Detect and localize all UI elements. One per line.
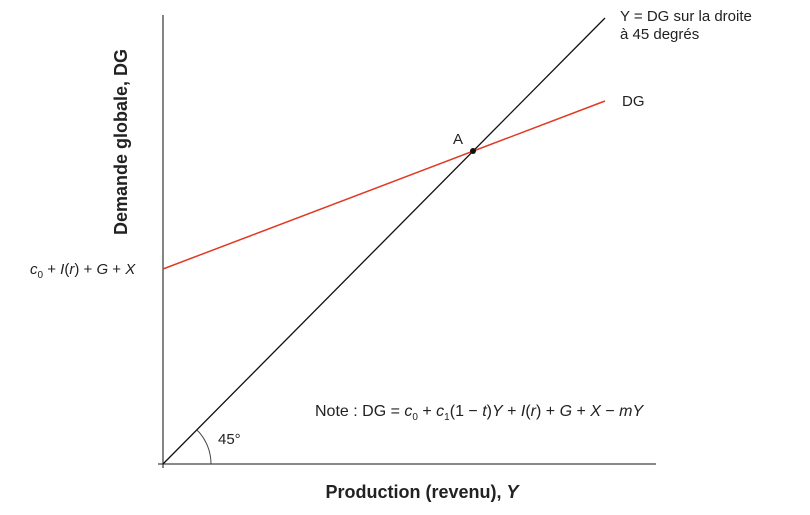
text-part: ( xyxy=(525,403,531,420)
text-part: r xyxy=(531,403,537,420)
text-part: ) + xyxy=(74,261,96,278)
text-part: t xyxy=(482,403,487,420)
text-part: 0 xyxy=(412,412,418,423)
y-axis-title: Demande globale, DG xyxy=(111,49,131,235)
point-a xyxy=(470,148,476,154)
text-part: + xyxy=(418,403,436,420)
line-45-label: à 45 degrés xyxy=(620,26,699,43)
intercept-label: c0 + I(r) + G + X xyxy=(30,261,136,281)
text-part: Note : DG = xyxy=(315,403,404,420)
line-45 xyxy=(162,17,606,465)
text-part: Y xyxy=(492,403,504,420)
text-part: G xyxy=(560,403,572,420)
note: Note : DG = c0 + c1(1 − t)Y + I(r) + G +… xyxy=(315,403,644,423)
text-part: 1 xyxy=(444,412,450,423)
text-part: Y xyxy=(507,482,521,502)
text-part: I xyxy=(60,261,64,278)
text-part: r xyxy=(69,261,75,278)
text-part: c xyxy=(30,261,38,278)
point-label: A xyxy=(453,131,463,148)
text-part: + xyxy=(503,403,521,420)
dg-line xyxy=(162,100,606,270)
text-part: + xyxy=(108,261,125,278)
text-part: − xyxy=(601,403,619,420)
text-part: c xyxy=(436,403,444,420)
text-part: X xyxy=(589,403,602,420)
text-part: (1 − xyxy=(450,403,482,420)
text-part: ( xyxy=(64,261,69,278)
angle-arc xyxy=(196,429,212,465)
angle-label: 45° xyxy=(218,431,241,448)
text-part: Production (revenu), xyxy=(325,482,506,502)
text-part: X xyxy=(124,261,136,278)
text-part: ) xyxy=(487,403,492,420)
dg-line-label: DG xyxy=(622,93,645,110)
text-part: + xyxy=(43,261,60,278)
text-part: I xyxy=(521,403,526,420)
text-part: 0 xyxy=(38,270,44,281)
text-part: m xyxy=(619,403,632,420)
x-axis-title: Production (revenu), Y xyxy=(325,482,520,502)
text-part: c xyxy=(404,403,412,420)
text-part: Y xyxy=(632,403,644,420)
text-part: ) + xyxy=(536,403,560,420)
text-part: G xyxy=(96,261,108,278)
text-part: + xyxy=(572,403,590,420)
line-45-label: Y = DG sur la droite xyxy=(620,8,752,25)
